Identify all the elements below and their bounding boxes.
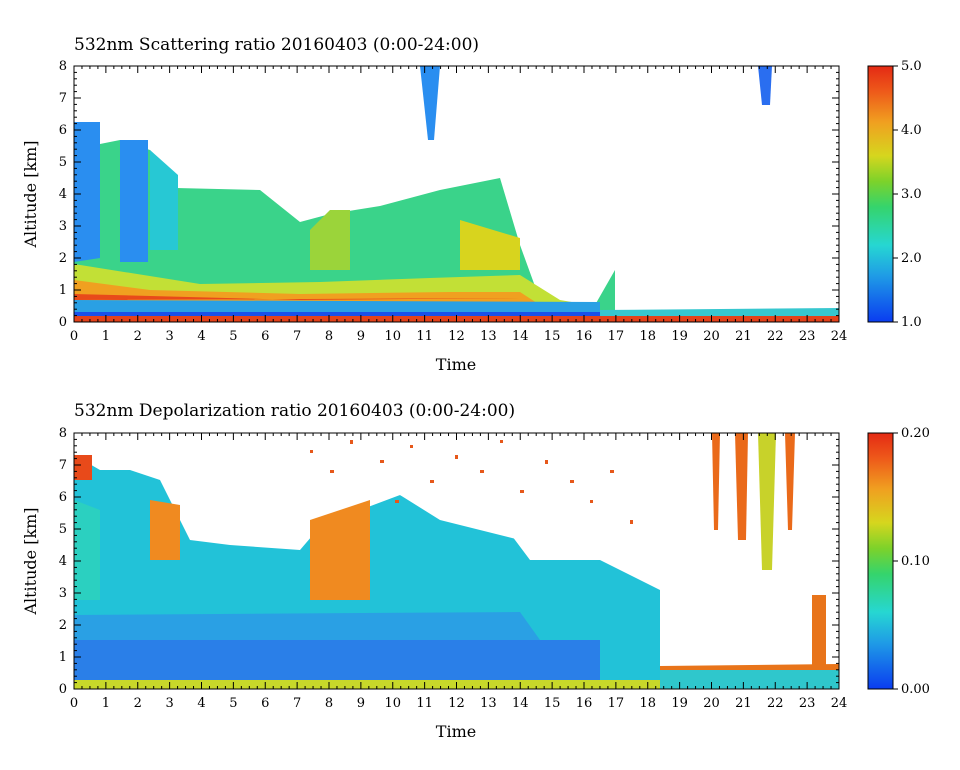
- x-tick-label: 10: [384, 696, 401, 711]
- x-tick-label: 9: [357, 329, 365, 344]
- scattering-colorbar: [867, 65, 894, 323]
- depolarization-x-ticks: 0 1 2 3 4 5 6 7 8 9 10 11 12 13 14 15 16 17 18 19 20 21 22 23 24: [70, 433, 847, 711]
- x-tick-label: 11: [416, 329, 433, 344]
- scattering-y-ticks: 0 1 2 3 4 5 6 7 8: [59, 59, 839, 330]
- x-tick-label: 3: [165, 696, 173, 711]
- x-tick-label: 4: [197, 696, 205, 711]
- y-tick-label: 4: [59, 187, 67, 202]
- y-tick-label: 7: [59, 91, 67, 106]
- x-tick-label: 8: [325, 696, 333, 711]
- y-tick-label: 0: [59, 315, 67, 330]
- colorbar-tick-label: 5.0: [901, 59, 922, 74]
- colorbar-tick-label: 2.0: [901, 251, 922, 266]
- x-tick-label: 12: [448, 696, 465, 711]
- y-tick-label: 0: [59, 682, 67, 697]
- x-tick-label: 5: [229, 329, 237, 344]
- depolarization-x-label: Time: [436, 722, 476, 741]
- y-tick-label: 6: [59, 123, 67, 138]
- y-tick-label: 2: [59, 618, 67, 633]
- x-tick-label: 21: [735, 329, 752, 344]
- scattering-x-ticks: 0 1 2 3 4 5 6 7 8 9 10 11 12 13 14 15 16 17 18 19 20 21 22 23 24: [70, 66, 847, 344]
- x-tick-label: 6: [261, 329, 269, 344]
- x-tick-label: 12: [448, 329, 465, 344]
- depolarization-y-label: Altitude [km]: [21, 507, 40, 615]
- depolarization-title: 532nm Depolarization ratio 20160403 (0:0…: [74, 401, 515, 421]
- y-tick-label: 4: [59, 554, 67, 569]
- y-tick-label: 3: [59, 586, 67, 601]
- scattering-y-label: Altitude [km]: [21, 140, 40, 248]
- x-tick-label: 15: [544, 696, 561, 711]
- x-tick-label: 18: [639, 696, 656, 711]
- x-tick-label: 3: [165, 329, 173, 344]
- x-tick-label: 19: [671, 696, 688, 711]
- scattering-colorbar-ticks: 1.0 2.0 3.0 4.0 5.0: [893, 59, 922, 330]
- x-tick-label: 20: [703, 329, 720, 344]
- y-tick-label: 5: [59, 155, 67, 170]
- x-tick-label: 0: [70, 696, 78, 711]
- x-tick-label: 23: [799, 329, 816, 344]
- x-tick-label: 5: [229, 696, 237, 711]
- depolarization-colorbar-ticks: 0.00 0.10 0.20: [893, 426, 930, 697]
- x-tick-label: 1: [102, 329, 110, 344]
- depolarization-panel: 532nm Depolarization ratio 20160403 (0:0…: [21, 401, 930, 741]
- x-tick-label: 9: [357, 696, 365, 711]
- x-tick-label: 7: [293, 696, 301, 711]
- colorbar-tick-label: 0.10: [901, 554, 930, 569]
- x-tick-label: 17: [608, 696, 625, 711]
- x-tick-label: 2: [134, 329, 142, 344]
- scattering-x-label: Time: [436, 355, 476, 374]
- depolarization-y-ticks: 0 1 2 3 4 5 6 7 8: [59, 426, 839, 697]
- x-tick-label: 22: [767, 329, 784, 344]
- x-tick-label: 16: [576, 696, 593, 711]
- y-tick-label: 8: [59, 426, 67, 441]
- x-tick-label: 18: [639, 329, 656, 344]
- y-tick-label: 1: [59, 283, 67, 298]
- x-tick-label: 20: [703, 696, 720, 711]
- y-tick-label: 2: [59, 251, 67, 266]
- colorbar-tick-label: 4.0: [901, 123, 922, 138]
- x-tick-label: 14: [512, 329, 529, 344]
- x-tick-label: 21: [735, 696, 752, 711]
- x-tick-label: 0: [70, 329, 78, 344]
- x-tick-label: 13: [480, 329, 497, 344]
- y-tick-label: 6: [59, 490, 67, 505]
- x-tick-label: 24: [831, 329, 848, 344]
- colorbar-tick-label: 0.20: [901, 426, 930, 441]
- x-tick-label: 4: [197, 329, 205, 344]
- scattering-panel: 532nm Scattering ratio 20160403 (0:00-24…: [21, 35, 922, 374]
- colorbar-tick-label: 0.00: [901, 682, 930, 697]
- y-tick-label: 1: [59, 650, 67, 665]
- x-tick-label: 2: [134, 696, 142, 711]
- x-tick-label: 10: [384, 329, 401, 344]
- x-tick-label: 14: [512, 696, 529, 711]
- x-tick-label: 19: [671, 329, 688, 344]
- y-tick-label: 8: [59, 59, 67, 74]
- depolarization-heatmap: [74, 433, 839, 689]
- y-tick-label: 3: [59, 219, 67, 234]
- x-tick-label: 1: [102, 696, 110, 711]
- x-tick-label: 16: [576, 329, 593, 344]
- x-tick-label: 11: [416, 696, 433, 711]
- x-tick-label: 24: [831, 696, 848, 711]
- colorbar-tick-label: 3.0: [901, 187, 922, 202]
- x-tick-label: 7: [293, 329, 301, 344]
- x-tick-label: 15: [544, 329, 561, 344]
- x-tick-label: 6: [261, 696, 269, 711]
- x-tick-label: 17: [608, 329, 625, 344]
- scattering-heatmap: [74, 66, 839, 322]
- y-tick-label: 7: [59, 458, 67, 473]
- colorbar-tick-label: 1.0: [901, 315, 922, 330]
- x-tick-label: 8: [325, 329, 333, 344]
- x-tick-label: 23: [799, 696, 816, 711]
- x-tick-label: 13: [480, 696, 497, 711]
- depolarization-colorbar: [867, 432, 894, 690]
- x-tick-label: 22: [767, 696, 784, 711]
- scattering-title: 532nm Scattering ratio 20160403 (0:00-24…: [74, 35, 479, 55]
- y-tick-label: 5: [59, 522, 67, 537]
